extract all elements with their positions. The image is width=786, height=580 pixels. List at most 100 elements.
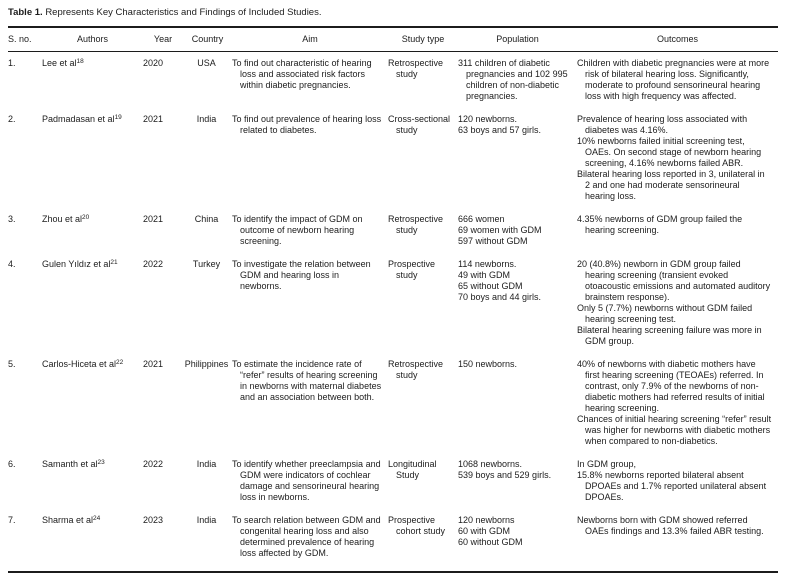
outcomes-cell-paragraph: 40% of newborns with diabetic mothers ha…	[577, 359, 765, 413]
study-type-cell-paragraph: Cross-sectional study	[388, 114, 451, 135]
population-cell-paragraph: 539 boys and 529 girls.	[458, 470, 552, 480]
table-caption: Table 1. Represents Key Characteristics …	[8, 7, 778, 19]
aim-cell: To estimate the incidence rate of “refer…	[232, 359, 388, 459]
author-cell: Samanth et al23	[42, 459, 143, 515]
population-cell-paragraph: 114 newborns.	[458, 259, 517, 269]
column-header-aim: Aim	[232, 27, 388, 52]
year-cell: 2022	[143, 259, 164, 269]
aim-cell: To find out prevalence of hearing loss r…	[232, 114, 388, 214]
study-row: 2. Padmadasan et al19 2021 India To find out…	[8, 114, 778, 214]
population-cell-paragraph: 65 without GDM	[458, 281, 523, 291]
country-cell: India	[196, 114, 217, 124]
population-cell-paragraph: 49 with GDM	[458, 270, 511, 280]
population-cell-paragraph: 60 without GDM	[458, 537, 523, 547]
outcomes-cell: 40% of newborns with diabetic mothers ha…	[577, 359, 778, 459]
header-row: S. no. Authors Year Country Aim Study type Pop…	[8, 27, 778, 52]
study-type-cell: Retrospective study	[388, 52, 458, 115]
serial-number: 2.	[8, 114, 16, 124]
aim-cell-paragraph: To find out characteristic of hearing lo…	[232, 58, 372, 90]
outcomes-cell-paragraph: 4.35% newborns of GDM group failed the h…	[577, 214, 743, 235]
year-cell: 2021	[143, 359, 164, 369]
author-name: Lee et al	[42, 58, 77, 68]
reference-superscript: 18	[76, 57, 84, 65]
serial-number: 3.	[8, 214, 16, 224]
study-type-cell: Retrospective study	[388, 214, 458, 259]
outcomes-cell: Prevalence of hearing loss associated wi…	[577, 114, 778, 214]
outcomes-cell: In GDM group, 15.8% newborns reported bil…	[577, 459, 778, 515]
aim-cell-paragraph: To estimate the incidence rate of “refer…	[232, 359, 382, 402]
population-cell: 666 women 69 women with GDM 597 without GD…	[458, 214, 577, 259]
population-cell-paragraph: 597 without GDM	[458, 236, 528, 246]
outcomes-cell-paragraph: In GDM group,	[577, 459, 637, 469]
population-cell-paragraph: 666 women	[458, 214, 505, 224]
country-cell: China	[194, 214, 219, 224]
population-cell-paragraph: 120 newborns	[458, 515, 515, 525]
country-cell: India	[196, 515, 217, 525]
aim-cell: To investigate the relation between GDM …	[232, 259, 388, 359]
author-name: Zhou et al	[42, 214, 83, 224]
study-type-cell-paragraph: Retrospective study	[388, 359, 444, 380]
country-cell: USA	[197, 58, 216, 68]
country-cell: Turkey	[192, 259, 221, 269]
reference-superscript: 22	[116, 358, 124, 366]
outcomes-cell-paragraph: 15.8% newborns reported bilateral absent…	[577, 470, 767, 502]
column-header-pop: Population	[458, 27, 577, 52]
aim-cell: To identify whether preeclampsia and GDM…	[232, 459, 388, 515]
aim-cell-paragraph: To identify whether preeclampsia and GDM…	[232, 459, 381, 502]
serial-number: 5.	[8, 359, 16, 369]
population-cell: 120 newborns. 63 boys and 57 girls.	[458, 114, 577, 214]
author-name: Sharma et al	[42, 515, 94, 525]
author-cell: Carlos-Hiceta et al22	[42, 359, 143, 459]
author-cell: Gulen Yıldız et al21	[42, 259, 143, 359]
author-cell: Padmadasan et al19	[42, 114, 143, 214]
study-type-cell-paragraph: Retrospective study	[388, 58, 444, 79]
serial-number: 1.	[8, 58, 16, 68]
country-cell: India	[196, 459, 217, 469]
study-row: 7. Sharma et al24 2023 India To search relat…	[8, 515, 778, 572]
column-header-authors: Authors	[42, 27, 143, 52]
study-row: 4. Gulen Yıldız et al21 2022 Turkey To inves…	[8, 259, 778, 359]
aim-cell-paragraph: To investigate the relation between GDM …	[232, 259, 371, 291]
author-cell: Zhou et al20	[42, 214, 143, 259]
aim-cell: To find out characteristic of hearing lo…	[232, 52, 388, 115]
author-cell: Sharma et al24	[42, 515, 143, 572]
outcomes-cell-paragraph: Bilateral hearing screening failure was …	[577, 325, 762, 346]
year-cell: 2023	[143, 515, 164, 525]
population-cell: 1068 newborns. 539 boys and 529 girls.	[458, 459, 577, 515]
study-row: 1. Lee et al18 2020 USA To find out characte…	[8, 52, 778, 115]
author-cell: Lee et al18	[42, 52, 143, 115]
author-name: Padmadasan et al	[42, 114, 115, 124]
study-type-cell-paragraph: Prospective study	[388, 259, 436, 280]
population-cell-paragraph: 120 newborns.	[458, 114, 518, 124]
outcomes-cell-paragraph: 10% newborns failed initial screening te…	[577, 136, 762, 168]
outcomes-cell-paragraph: Chances of initial hearing screening “re…	[577, 414, 772, 446]
table-caption-label: Table 1.	[8, 7, 43, 18]
year-cell: 2021	[143, 214, 164, 224]
aim-cell-paragraph: To find out prevalence of hearing loss r…	[232, 114, 382, 135]
year-cell: 2021	[143, 114, 164, 124]
outcomes-cell-paragraph: Bilateral hearing loss reported in 3, un…	[577, 169, 765, 201]
population-cell-paragraph: 69 women with GDM	[458, 225, 542, 235]
population-cell: 114 newborns. 49 with GDM 65 without GDM 70…	[458, 259, 577, 359]
year-cell: 2022	[143, 459, 164, 469]
column-header-country: Country	[183, 27, 232, 52]
study-type-cell: Prospective study	[388, 259, 458, 359]
author-name: Carlos-Hiceta et al	[42, 359, 117, 369]
country-cell: Philippines	[184, 359, 229, 369]
study-type-cell-paragraph: Longitudinal Study	[388, 459, 437, 480]
population-cell-paragraph: 1068 newborns.	[458, 459, 523, 469]
population-cell: 311 children of diabetic pregnancies and…	[458, 52, 577, 115]
outcomes-cell-paragraph: Prevalence of hearing loss associated wi…	[577, 114, 748, 135]
table-caption-text: Represents Key Characteristics and Findi…	[45, 7, 322, 18]
population-cell-paragraph: 150 newborns.	[458, 359, 518, 369]
aim-cell: To search relation between GDM and conge…	[232, 515, 388, 572]
study-type-cell-paragraph: Prospective cohort study	[388, 515, 446, 536]
reference-superscript: 20	[82, 213, 90, 221]
reference-superscript: 23	[97, 458, 105, 466]
outcomes-cell-paragraph: Newborns born with GDM showed referred O…	[577, 515, 764, 536]
year-cell: 2020	[143, 58, 164, 68]
study-row: 5. Carlos-Hiceta et al22 2021 Philippines To…	[8, 359, 778, 459]
serial-number: 4.	[8, 259, 16, 269]
study-type-cell: Prospective cohort study	[388, 515, 458, 572]
